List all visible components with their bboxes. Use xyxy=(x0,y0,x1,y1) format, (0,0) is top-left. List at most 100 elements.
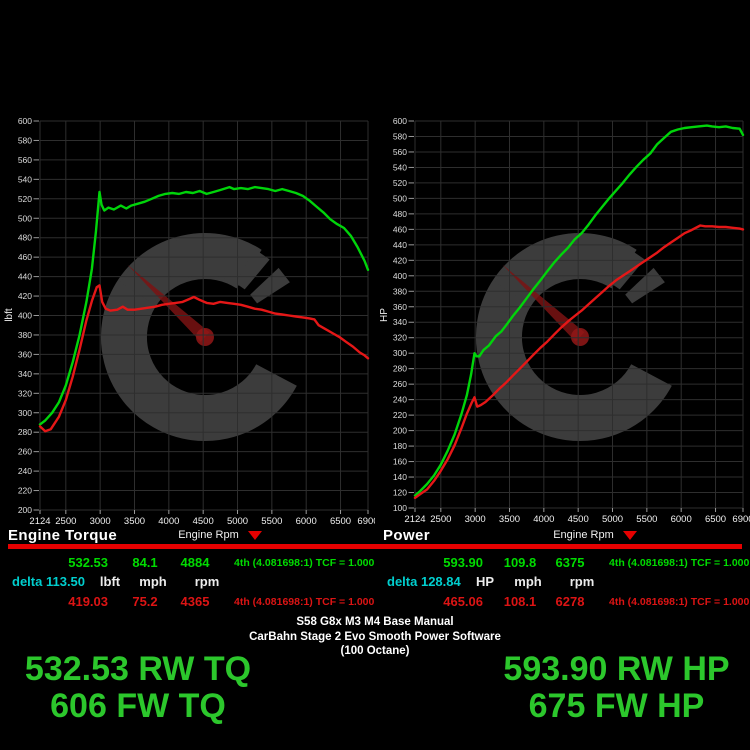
stock-torque-value: 419.03 xyxy=(68,594,108,609)
y-axis-unit-label: HP xyxy=(379,308,390,322)
stock-torque-rpm: 4365 xyxy=(180,594,210,609)
svg-text:480: 480 xyxy=(393,209,407,219)
svg-text:5000: 5000 xyxy=(227,516,248,527)
svg-text:4500: 4500 xyxy=(193,516,214,527)
torque-unit: lbft xyxy=(99,574,121,589)
svg-text:5000: 5000 xyxy=(602,514,623,525)
rw-torque-summary: 532.53 RW TQ xyxy=(24,650,252,688)
svg-text:500: 500 xyxy=(18,213,32,223)
svg-text:480: 480 xyxy=(18,233,32,243)
gauge-hub-icon xyxy=(571,328,589,346)
svg-text:120: 120 xyxy=(393,488,407,498)
tuned-torque-rpm: 4884 xyxy=(180,555,210,570)
svg-text:560: 560 xyxy=(393,147,407,157)
tuned-power-curve xyxy=(413,124,745,497)
y-axis-unit-label: lbft xyxy=(4,308,15,322)
stock-power-curve xyxy=(413,224,745,500)
svg-text:6900: 6900 xyxy=(732,514,750,525)
svg-text:600: 600 xyxy=(393,116,407,126)
svg-text:6900: 6900 xyxy=(357,516,375,527)
svg-text:580: 580 xyxy=(393,131,407,141)
svg-text:180: 180 xyxy=(393,441,407,451)
svg-text:260: 260 xyxy=(393,379,407,389)
stock-torque-gear: 4th (4.081698:1) TCF = 1.000 xyxy=(234,596,375,608)
svg-text:520: 520 xyxy=(18,194,32,204)
svg-text:300: 300 xyxy=(393,348,407,358)
divider-bar xyxy=(8,544,742,549)
svg-text:200: 200 xyxy=(18,505,32,515)
svg-text:2500: 2500 xyxy=(430,514,451,525)
stock-power-value: 465.06 xyxy=(443,594,483,609)
gauge-hub-icon xyxy=(196,328,214,346)
stock-power-speed: 108.1 xyxy=(503,594,537,609)
run-description: S58 G8x M3 M4 Base Manual CarBahn Stage … xyxy=(0,615,750,659)
svg-text:600: 600 xyxy=(18,116,32,126)
axis-labels: 100 120 140 160 180 200 220 240 260 280 300 320 340 3… xyxy=(379,116,750,525)
torque-chart-title: Engine Torque xyxy=(8,527,118,544)
run-title-line3: (100 Octane) xyxy=(340,645,410,658)
tuned-torque-speed: 84.1 xyxy=(132,555,158,570)
tuned-power-speed: 109.8 xyxy=(503,555,537,570)
power-readout-table: 593.90 109.8 6375 4th (4.081698:1) TCF =… xyxy=(375,552,750,614)
svg-text:100: 100 xyxy=(393,503,407,513)
rpm-unit: rpm xyxy=(194,574,220,589)
tuned-torque-gear: 4th (4.081698:1) TCF = 1.000 xyxy=(234,557,375,569)
svg-text:560: 560 xyxy=(18,155,32,165)
svg-text:380: 380 xyxy=(393,286,407,296)
svg-text:3500: 3500 xyxy=(499,514,520,525)
grid xyxy=(408,120,744,512)
svg-text:160: 160 xyxy=(393,457,407,467)
axis-labels: 200 220 240 260 280 300 320 340 360 380 400 420 440 4… xyxy=(4,116,375,527)
grid xyxy=(33,120,369,514)
svg-text:220: 220 xyxy=(18,486,32,496)
stock-torque-speed: 75.2 xyxy=(132,594,158,609)
svg-text:380: 380 xyxy=(18,330,32,340)
svg-text:3000: 3000 xyxy=(465,514,486,525)
rpm-cursor-icon[interactable] xyxy=(622,530,637,540)
svg-text:340: 340 xyxy=(393,317,407,327)
power-unit: HP xyxy=(475,574,495,589)
svg-text:280: 280 xyxy=(18,427,32,437)
tuned-torque-curve xyxy=(38,185,370,426)
svg-text:240: 240 xyxy=(18,466,32,476)
fw-torque-summary: 606 FW TQ xyxy=(50,687,226,725)
svg-text:4000: 4000 xyxy=(533,514,554,525)
svg-text:460: 460 xyxy=(18,252,32,262)
tuned-torque-value: 532.53 xyxy=(68,555,108,570)
svg-text:5500: 5500 xyxy=(261,516,282,527)
svg-text:3000: 3000 xyxy=(90,516,111,527)
stock-power-gear: 4th (4.081698:1) TCF = 1.000 xyxy=(609,596,750,608)
svg-text:320: 320 xyxy=(393,333,407,343)
svg-text:420: 420 xyxy=(393,255,407,265)
svg-text:320: 320 xyxy=(18,388,32,398)
svg-text:140: 140 xyxy=(393,472,407,482)
svg-text:240: 240 xyxy=(393,395,407,405)
tuned-power-gear: 4th (4.081698:1) TCF = 1.000 xyxy=(609,557,750,569)
svg-text:500: 500 xyxy=(393,193,407,203)
svg-text:440: 440 xyxy=(393,240,407,250)
svg-text:4000: 4000 xyxy=(158,516,179,527)
svg-text:220: 220 xyxy=(393,410,407,420)
x-axis-label: Engine Rpm xyxy=(178,529,239,541)
svg-text:2500: 2500 xyxy=(55,516,76,527)
svg-text:520: 520 xyxy=(393,178,407,188)
svg-text:2124: 2124 xyxy=(404,514,425,525)
svg-text:260: 260 xyxy=(18,447,32,457)
run-title-line2: CarBahn Stage 2 Evo Smooth Power Softwar… xyxy=(249,630,501,643)
rpm-cursor-icon[interactable] xyxy=(247,530,262,540)
power-x-axis-title: Engine Rpm xyxy=(515,529,675,541)
run-title-line1: S58 G8x M3 M4 Base Manual xyxy=(296,616,454,628)
torque-chart-panel: 200 220 240 260 280 300 320 340 360 380 400 420 440 4… xyxy=(0,0,375,552)
speed-unit: mph xyxy=(514,574,542,589)
torque-delta: delta 113.50 xyxy=(12,574,86,589)
svg-text:300: 300 xyxy=(18,408,32,418)
svg-text:5500: 5500 xyxy=(636,514,657,525)
svg-text:200: 200 xyxy=(393,426,407,436)
svg-text:540: 540 xyxy=(18,174,32,184)
tuned-power-value: 593.90 xyxy=(443,555,483,570)
svg-text:580: 580 xyxy=(18,135,32,145)
power-chart-panel: 100 120 140 160 180 200 220 240 260 280 300 320 340 3… xyxy=(375,0,750,552)
power-delta: delta 128.84 xyxy=(387,574,461,589)
power-chart: 100 120 140 160 180 200 220 240 260 280 300 320 340 3… xyxy=(379,116,750,525)
gauge-logo-watermark xyxy=(100,233,297,441)
